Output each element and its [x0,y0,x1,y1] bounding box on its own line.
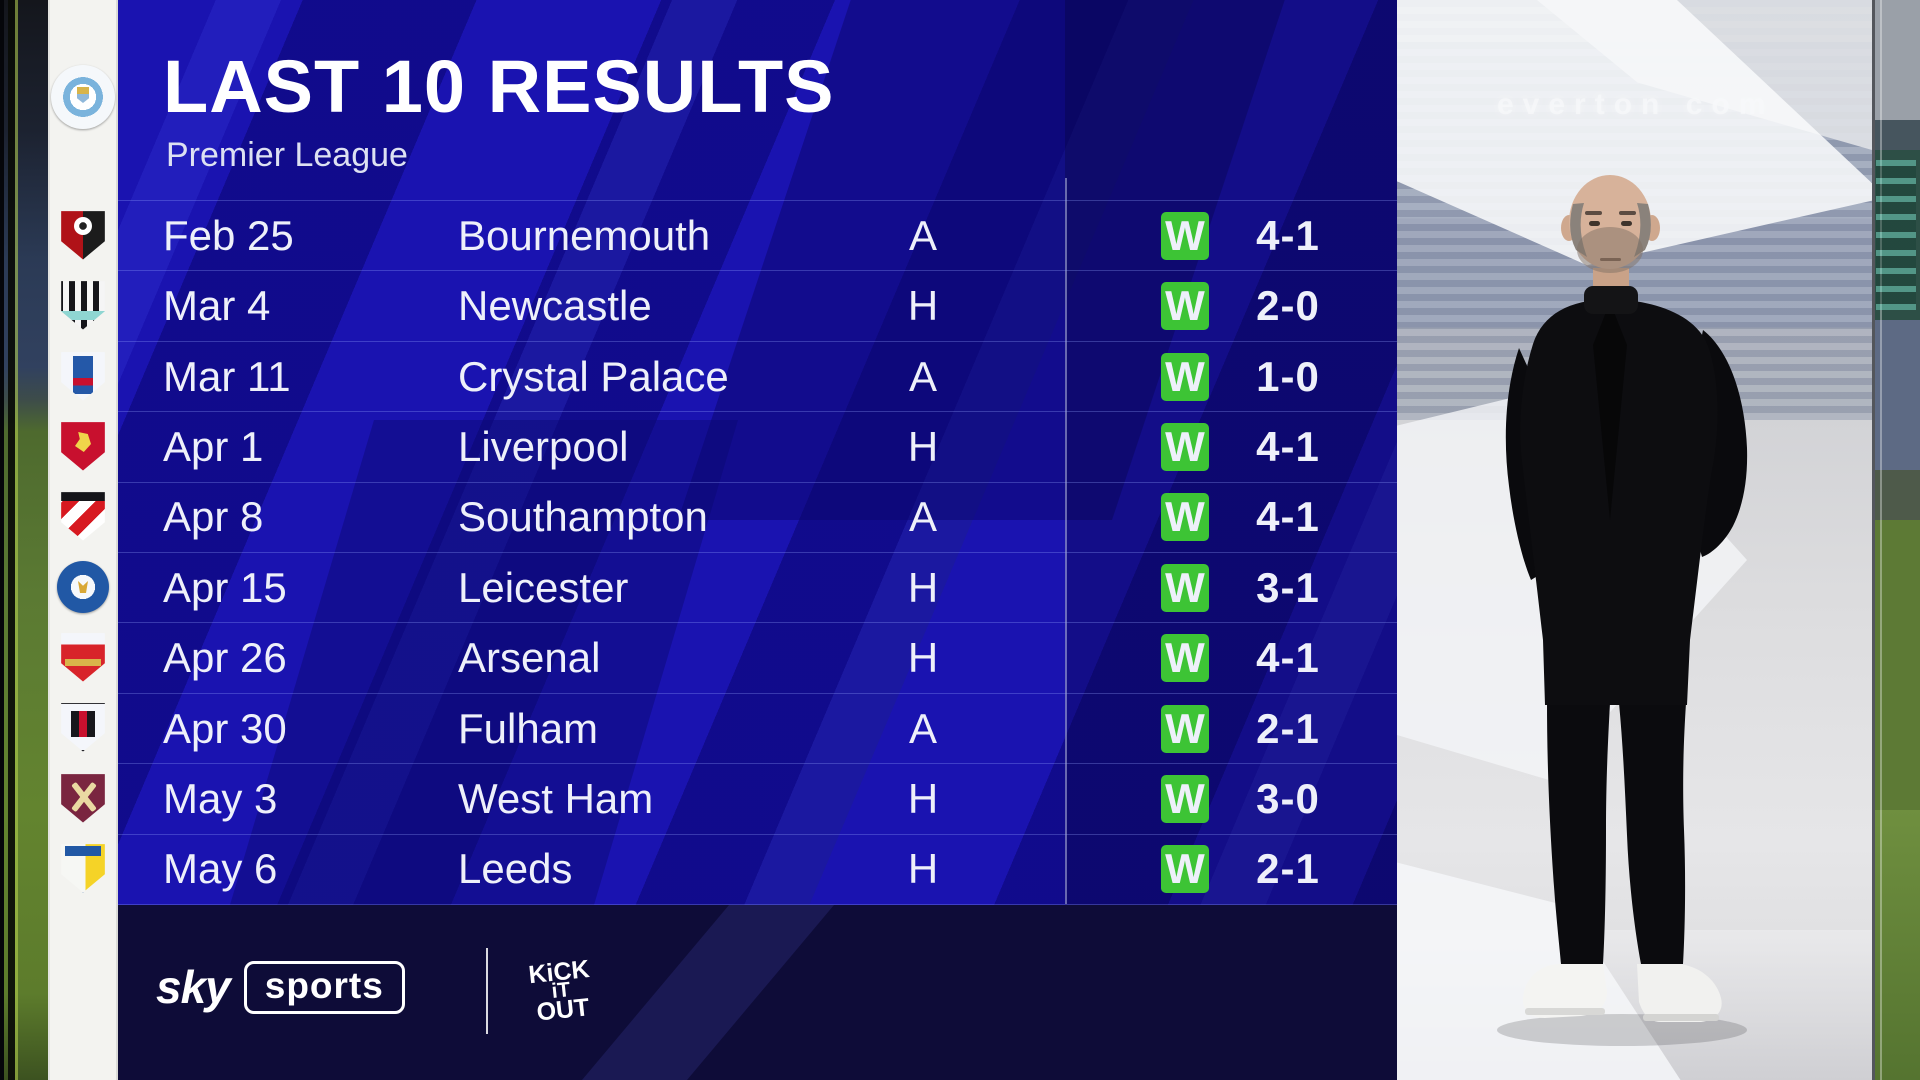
match-date: Feb 25 [163,211,294,259]
result-badge: W [1161,704,1209,753]
opponent-name: Leicester [458,563,629,611]
match-score: 4-1 [1256,493,1320,541]
match-date: May 6 [163,845,278,893]
manager-photo-zone: everton com [1397,0,1872,1080]
crystal-palace-badge-icon [61,352,105,401]
opponent-name: Newcastle [458,282,652,330]
left-video-edge [0,0,48,1080]
table-row: Apr 8 Southampton A W 4-1 [118,481,1397,552]
home-away-flag: A [908,493,937,541]
opponent-name: Crystal Palace [458,352,729,400]
page-title: LAST 10 RESULTS [163,45,835,128]
arsenal-badge-icon [61,633,105,682]
footer-band [118,905,1397,1080]
bournemouth-badge-icon [61,211,105,260]
result-badge: W [1161,422,1209,471]
match-date: May 3 [163,774,278,822]
opponent-name: Liverpool [458,422,629,470]
table-row: Mar 4 Newcastle H W 2-0 [118,270,1397,340]
results-table: Feb 25 Bournemouth A W 4-1 Mar 4 Newcastle H W 2-… [118,200,1397,905]
west-ham-badge-icon [61,774,105,823]
opponent-name: Fulham [458,704,599,752]
liverpool-badge-icon [61,422,105,471]
match-score: 3-0 [1256,774,1320,822]
right-frame-bar [1872,0,1875,1080]
results-panel: LAST 10 RESULTS Premier League Feb 25 Bou… [118,0,1397,1080]
southampton-badge-icon [61,492,105,541]
result-badge: W [1161,634,1209,683]
home-away-flag: H [907,845,939,893]
column-divider-line [1065,178,1067,904]
manager-portrait [1497,175,1748,1046]
table-row: May 6 Leeds H W 2-1 [118,833,1397,904]
badge-rail [48,0,118,1080]
fulham-badge-icon [61,703,105,752]
opponent-name: Bournemouth [458,211,711,259]
match-score: 4-1 [1256,422,1320,470]
opponent-name: Leeds [458,845,573,893]
result-badge: W [1161,845,1209,894]
result-badge: W [1161,352,1209,401]
score-column-shade [1065,0,1397,905]
home-away-flag: H [907,634,939,682]
manchester-city-badge-icon [51,65,115,129]
left-dark-bar [8,0,15,1080]
match-score: 4-1 [1256,634,1320,682]
table-row: Apr 26 Arsenal H W 4-1 [118,622,1397,692]
match-date: Mar 4 [163,282,271,330]
right-video-edge [1872,0,1920,1080]
table-row: Apr 15 Leicester H W 3-1 [118,552,1397,622]
match-score: 2-1 [1256,845,1320,893]
kick-it-out-line: OUT [535,992,591,1027]
table-row: Apr 1 Liverpool H W 4-1 [118,411,1397,481]
match-score: 1-0 [1256,352,1320,400]
opponent-name: Southampton [458,493,708,541]
match-date: Apr 8 [163,493,264,541]
leicester-badge-icon [57,561,109,613]
result-badge: W [1161,282,1209,331]
left-highlight-bar [15,0,18,1080]
newcastle-badge-icon [61,281,105,330]
left-frame-bar [0,0,4,1080]
page-subtitle: Premier League [166,136,408,174]
match-score: 2-0 [1256,282,1320,330]
logo-separator-line [486,948,488,1034]
home-away-flag: H [907,282,939,330]
scoreboard-glow [1876,160,1916,310]
home-away-flag: H [907,563,939,611]
sky-wordmark: sky [156,961,231,1013]
home-away-flag: A [908,211,937,259]
result-badge: W [1161,774,1209,823]
sports-wordmark: sports [243,960,405,1014]
match-date: Apr 30 [163,704,287,752]
result-badge: W [1161,211,1209,260]
match-date: Apr 26 [163,634,287,682]
home-away-flag: H [907,774,939,822]
result-badge: W [1161,493,1209,542]
table-row: Feb 25 Bournemouth A W 4-1 [118,200,1397,270]
match-date: Apr 1 [163,422,264,470]
result-badge: W [1161,563,1209,612]
match-score: 4-1 [1256,211,1320,259]
match-date: Mar 11 [163,352,291,400]
match-score: 3-1 [1256,563,1320,611]
opponent-name: West Ham [458,774,654,822]
match-score: 2-1 [1256,704,1320,752]
leeds-badge-icon [61,844,105,893]
right-highlight-bar [1880,0,1882,1080]
home-away-flag: H [907,422,939,470]
sky-sports-logo: sky sports [156,960,405,1014]
home-away-flag: A [908,352,937,400]
match-date: Apr 15 [163,563,287,611]
table-row: Mar 11 Crystal Palace A W 1-0 [118,340,1397,411]
opponent-name: Arsenal [458,634,601,682]
table-row: Apr 30 Fulham A W 2-1 [118,692,1397,763]
table-row: May 3 West Ham H W 3-0 [118,763,1397,833]
home-away-flag: A [908,704,937,752]
